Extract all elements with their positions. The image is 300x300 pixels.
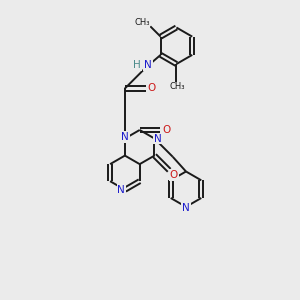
Text: O: O bbox=[163, 125, 171, 135]
Text: O: O bbox=[148, 83, 156, 94]
Text: N: N bbox=[182, 203, 190, 213]
Text: N: N bbox=[154, 134, 162, 143]
Text: O: O bbox=[169, 170, 178, 180]
Text: H: H bbox=[134, 61, 141, 70]
Text: N: N bbox=[118, 185, 125, 195]
Text: N: N bbox=[121, 132, 129, 142]
Text: CH₃: CH₃ bbox=[169, 82, 185, 91]
Text: CH₃: CH₃ bbox=[134, 18, 150, 27]
Text: N: N bbox=[144, 61, 152, 70]
